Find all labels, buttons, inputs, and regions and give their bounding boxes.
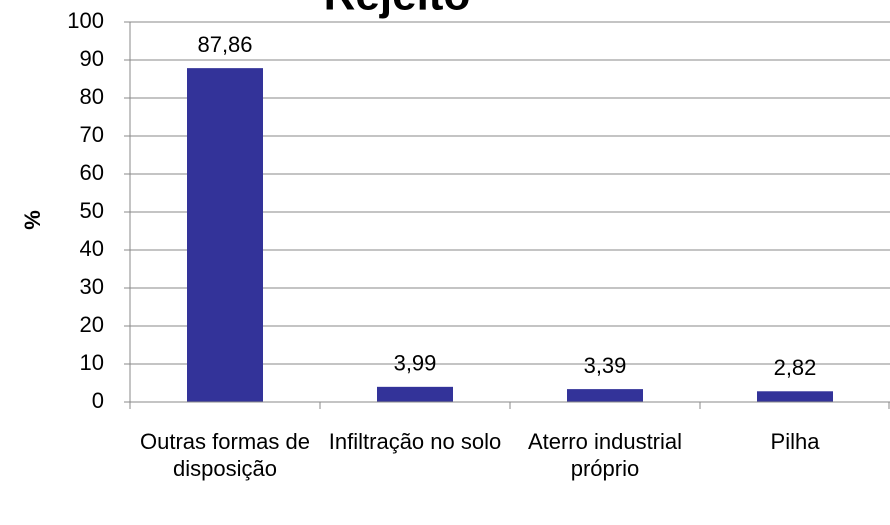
y-tick-label: 30 bbox=[80, 274, 104, 299]
y-tick-label: 100 bbox=[67, 8, 104, 33]
y-axis-label: % bbox=[20, 210, 45, 230]
y-tick-label: 80 bbox=[80, 84, 104, 109]
bar bbox=[377, 386, 453, 402]
x-tick-label: Outras formas de disposição bbox=[140, 429, 310, 481]
x-tick-label: Pilha bbox=[770, 429, 820, 454]
value-label: 87,86 bbox=[197, 32, 252, 57]
y-tick-label: 10 bbox=[80, 350, 104, 375]
value-label: 3,99 bbox=[394, 351, 437, 376]
x-tick-label: Infiltração no solo bbox=[328, 429, 502, 454]
y-tick-label: 50 bbox=[80, 198, 104, 223]
bar bbox=[567, 389, 643, 402]
y-tick-label: 0 bbox=[92, 388, 104, 413]
y-tick-label: 40 bbox=[80, 236, 104, 261]
y-tick-label: 60 bbox=[80, 160, 104, 185]
y-tick-label: 70 bbox=[80, 122, 104, 147]
value-label: 2,82 bbox=[774, 355, 817, 380]
bar bbox=[757, 391, 833, 402]
bar bbox=[187, 68, 263, 402]
y-tick-label: 20 bbox=[80, 312, 104, 337]
x-tick-label: Aterro industrial próprio bbox=[527, 429, 683, 481]
y-tick-label: 90 bbox=[80, 46, 104, 71]
value-label: 3,39 bbox=[584, 353, 627, 378]
chart-title: Rejeito bbox=[324, 0, 471, 20]
